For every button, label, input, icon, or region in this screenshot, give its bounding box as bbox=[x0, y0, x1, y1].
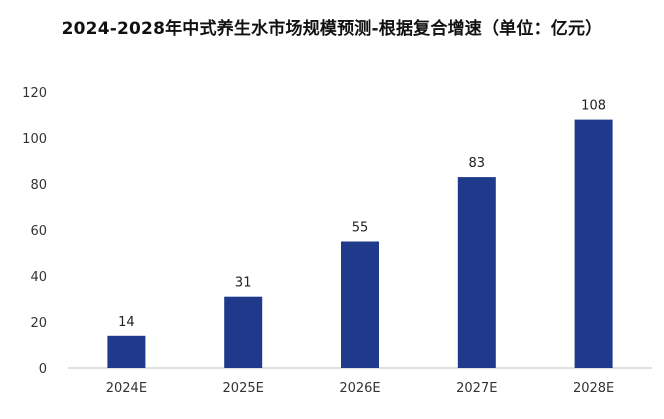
x-tick-label: 2024E bbox=[106, 381, 147, 396]
y-axis-tick-labels: 0 20 40 60 80 100 120 bbox=[22, 86, 47, 377]
bar-data-label: 31 bbox=[235, 276, 252, 291]
bar bbox=[224, 296, 263, 368]
x-axis-tick-labels: 2024E 2025E 2026E 2027E 2028E bbox=[106, 381, 615, 396]
bar bbox=[457, 177, 496, 368]
y-tick-label: 0 bbox=[39, 362, 47, 377]
chart-title: 2024-2028年中式养生水市场规模预测-根据复合增速（单位：亿元） bbox=[61, 19, 603, 39]
bar-data-label: 83 bbox=[469, 156, 486, 171]
bar bbox=[341, 241, 379, 368]
bar-data-label: 14 bbox=[118, 315, 135, 330]
y-tick-label: 40 bbox=[30, 270, 47, 285]
y-tick-label: 80 bbox=[30, 178, 47, 193]
y-tick-label: 100 bbox=[22, 132, 47, 147]
x-tick-label: 2026E bbox=[339, 381, 380, 396]
bar bbox=[574, 119, 613, 368]
bars bbox=[107, 119, 613, 368]
y-tick-label: 120 bbox=[22, 86, 47, 101]
bar-data-label: 55 bbox=[352, 221, 369, 236]
x-tick-label: 2028E bbox=[573, 381, 614, 396]
x-tick-label: 2025E bbox=[223, 381, 264, 396]
bar bbox=[107, 335, 146, 368]
data-labels: 14 31 55 83 108 bbox=[118, 99, 606, 330]
y-tick-label: 60 bbox=[30, 224, 47, 239]
y-tick-label: 20 bbox=[30, 316, 47, 331]
bar-data-label: 108 bbox=[581, 99, 606, 114]
x-tick-label: 2027E bbox=[456, 381, 497, 396]
